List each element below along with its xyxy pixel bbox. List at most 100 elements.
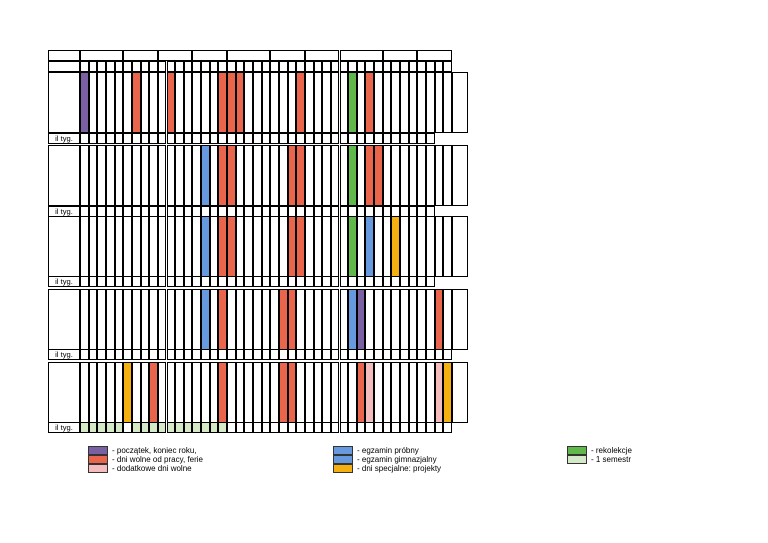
week-number: [356, 61, 366, 72]
week-count-cell: [131, 422, 141, 433]
date-cell: [123, 72, 132, 133]
date-cell: [253, 72, 262, 133]
week-count-cell: [209, 422, 219, 433]
date-cell: [400, 362, 409, 423]
month-label: [123, 50, 158, 61]
date-cell: [183, 362, 193, 423]
week-count-cell: [97, 276, 106, 287]
week-count-cell: [218, 276, 228, 287]
date-cell: [88, 145, 98, 206]
week-count-cell: [235, 133, 245, 144]
date-cell: [426, 72, 435, 133]
day-name: [48, 216, 80, 277]
week-count-cell: [330, 422, 340, 433]
week-count-cell: [105, 133, 115, 144]
week-count-cell: [114, 422, 124, 433]
date-cell: [209, 289, 219, 350]
week-count-cell: [227, 276, 236, 287]
date-cell: [443, 72, 452, 133]
legend-swatch: [567, 446, 587, 455]
week-number: [313, 61, 323, 72]
week-count-cell: [192, 349, 202, 360]
week-count-cell: [166, 276, 176, 287]
day-total: [451, 289, 468, 350]
week-number: [97, 61, 106, 72]
month-label: [227, 50, 271, 61]
week-count-cell: [443, 422, 452, 433]
week-count-cell: [304, 349, 314, 360]
date-cell: [140, 72, 150, 133]
date-cell: [417, 289, 426, 350]
week-count-cell: [166, 133, 176, 144]
week-count-cell: [88, 133, 98, 144]
week-count-cell: [244, 133, 253, 144]
week-number: [382, 61, 392, 72]
date-cell: [443, 362, 452, 423]
week-number: [131, 61, 141, 72]
week-number: [140, 61, 150, 72]
week-count-cell: [131, 276, 141, 287]
date-cell: [339, 216, 349, 277]
date-cell: [374, 362, 383, 423]
week-count-cell: [356, 422, 366, 433]
week-count-cell: [235, 422, 245, 433]
day-total: [451, 145, 468, 206]
date-cell: [391, 72, 401, 133]
week-count-cell: [157, 276, 167, 287]
legend-swatch: [333, 464, 353, 473]
date-cell: [322, 216, 331, 277]
date-cell: [400, 216, 409, 277]
legend-label: - dodatkowe dni wolne: [112, 464, 192, 473]
date-cell: [114, 289, 124, 350]
date-cell: [365, 216, 375, 277]
date-cell: [166, 145, 176, 206]
date-cell: [131, 362, 141, 423]
date-cell: [365, 289, 375, 350]
date-cell: [278, 216, 288, 277]
date-cell: [218, 362, 228, 423]
date-cell: [278, 145, 288, 206]
week-count-cell: [443, 349, 452, 360]
week-count-cell: [114, 349, 124, 360]
week-count-cell: [140, 422, 150, 433]
week-count-cell: [80, 422, 89, 433]
week-count-cell: [296, 349, 305, 360]
date-cell: [330, 145, 340, 206]
date-cell: [227, 362, 236, 423]
week-count-cell: [348, 133, 357, 144]
date-cell: [97, 362, 106, 423]
date-cell: [192, 72, 202, 133]
week-count-cell: [192, 422, 202, 433]
week-count-cell: [330, 349, 340, 360]
date-cell: [313, 145, 323, 206]
week-count-cell: [417, 349, 426, 360]
legend-swatch: [333, 455, 353, 464]
date-cell: [296, 289, 305, 350]
week-count-cell: [400, 133, 409, 144]
week-count-cell: [296, 422, 305, 433]
week-count-cell: [175, 276, 184, 287]
week-count-cell: [400, 276, 409, 287]
date-cell: [131, 72, 141, 133]
date-cell: [97, 216, 106, 277]
date-cell: [322, 145, 331, 206]
week-count-cell: [149, 276, 158, 287]
date-cell: [296, 362, 305, 423]
week-count-cell: [209, 276, 219, 287]
week-count-cell: [183, 422, 193, 433]
date-cell: [374, 216, 383, 277]
date-cell: [244, 362, 253, 423]
week-count-cell: [244, 276, 253, 287]
week-count-cell: [322, 422, 331, 433]
date-cell: [157, 289, 167, 350]
week-count-cell: [304, 276, 314, 287]
week-count-cell: [131, 133, 141, 144]
date-cell: [209, 145, 219, 206]
week-number: [201, 61, 210, 72]
date-cell: [270, 216, 279, 277]
date-cell: [123, 362, 132, 423]
week-count-cell: [365, 349, 375, 360]
date-cell: [270, 145, 279, 206]
date-cell: [400, 72, 409, 133]
week-count-cell: [304, 422, 314, 433]
